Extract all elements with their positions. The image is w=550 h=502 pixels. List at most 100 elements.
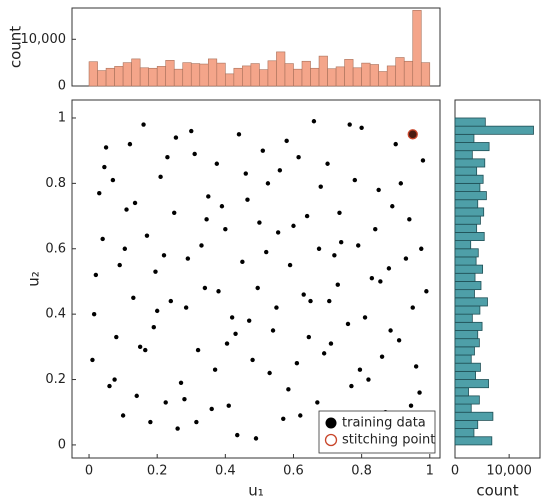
point — [122, 246, 128, 251]
point — [306, 334, 312, 340]
bar — [412, 10, 422, 87]
point — [408, 403, 414, 408]
bar — [259, 69, 269, 87]
point — [332, 253, 337, 258]
bar — [454, 387, 469, 397]
bar — [454, 281, 482, 291]
x-tick-label: 0.4 — [215, 464, 236, 479]
point — [214, 161, 220, 166]
point — [255, 285, 260, 291]
point — [318, 184, 323, 189]
point — [236, 132, 242, 137]
y-axis-label: u₂ — [25, 271, 43, 287]
bar — [454, 264, 484, 274]
x-tick-label: 0.6 — [283, 464, 304, 479]
bar — [454, 313, 473, 323]
point — [296, 155, 301, 160]
y-tick-label: 10,000 — [21, 32, 67, 47]
point — [158, 174, 163, 180]
point — [148, 419, 153, 425]
point — [100, 236, 105, 242]
legend-marker — [324, 433, 338, 447]
bar — [105, 67, 115, 87]
point — [134, 393, 139, 399]
point — [209, 406, 214, 412]
legend-box — [318, 410, 436, 454]
point — [257, 220, 262, 225]
bar — [148, 67, 158, 87]
bar — [454, 379, 489, 389]
point — [144, 233, 150, 238]
point — [245, 197, 250, 202]
bar — [454, 166, 478, 176]
x-axis-label: u₁ — [248, 482, 264, 500]
point — [204, 217, 209, 222]
point — [328, 341, 334, 346]
x-tick-label: 0.8 — [351, 464, 372, 479]
bar — [454, 207, 485, 217]
point — [308, 298, 313, 304]
point — [373, 226, 378, 232]
bar — [344, 59, 354, 87]
point — [335, 282, 340, 287]
bar — [454, 117, 486, 127]
point — [226, 403, 231, 408]
point — [274, 305, 279, 310]
point — [219, 204, 225, 209]
point — [420, 158, 426, 163]
bar — [284, 63, 294, 87]
point — [168, 298, 174, 304]
bar — [454, 158, 486, 168]
point — [206, 194, 211, 199]
point — [235, 432, 240, 438]
bar — [216, 62, 226, 87]
point — [141, 122, 146, 127]
y-tick-label: 0.6 — [45, 241, 66, 256]
bar — [454, 411, 494, 421]
legend-label: training data — [342, 416, 426, 431]
bar — [454, 370, 476, 380]
point — [93, 272, 99, 278]
y-tick-label: 0.2 — [45, 372, 66, 387]
point — [161, 253, 167, 258]
bar — [454, 199, 479, 209]
point — [260, 148, 266, 153]
bar — [369, 64, 379, 87]
bar — [454, 403, 472, 413]
point — [362, 315, 368, 320]
point — [281, 416, 286, 421]
bar — [88, 61, 98, 87]
point — [172, 210, 177, 215]
bar — [454, 272, 476, 282]
stitching-marker — [407, 129, 418, 140]
bar — [156, 66, 167, 87]
point — [229, 315, 235, 320]
bar — [267, 60, 277, 87]
y-tick-label: 0 — [58, 437, 66, 452]
point — [127, 141, 133, 147]
point — [338, 240, 344, 245]
point — [175, 426, 180, 431]
bar — [131, 58, 141, 87]
point — [325, 161, 330, 166]
point — [386, 266, 392, 271]
point — [316, 246, 322, 251]
point — [216, 289, 221, 294]
point — [304, 213, 310, 219]
x-tick-label: 0 — [85, 464, 93, 479]
bar — [454, 338, 480, 348]
point — [250, 357, 255, 363]
bar — [454, 150, 473, 160]
bar — [454, 297, 488, 307]
bar — [122, 62, 132, 87]
x-tick-label: 0 — [451, 464, 459, 479]
point — [410, 305, 415, 310]
bar — [318, 55, 328, 87]
bar — [454, 248, 479, 258]
point — [379, 354, 385, 359]
bar — [182, 62, 192, 87]
bar — [454, 305, 481, 315]
bar — [420, 62, 431, 87]
bar — [250, 63, 260, 87]
